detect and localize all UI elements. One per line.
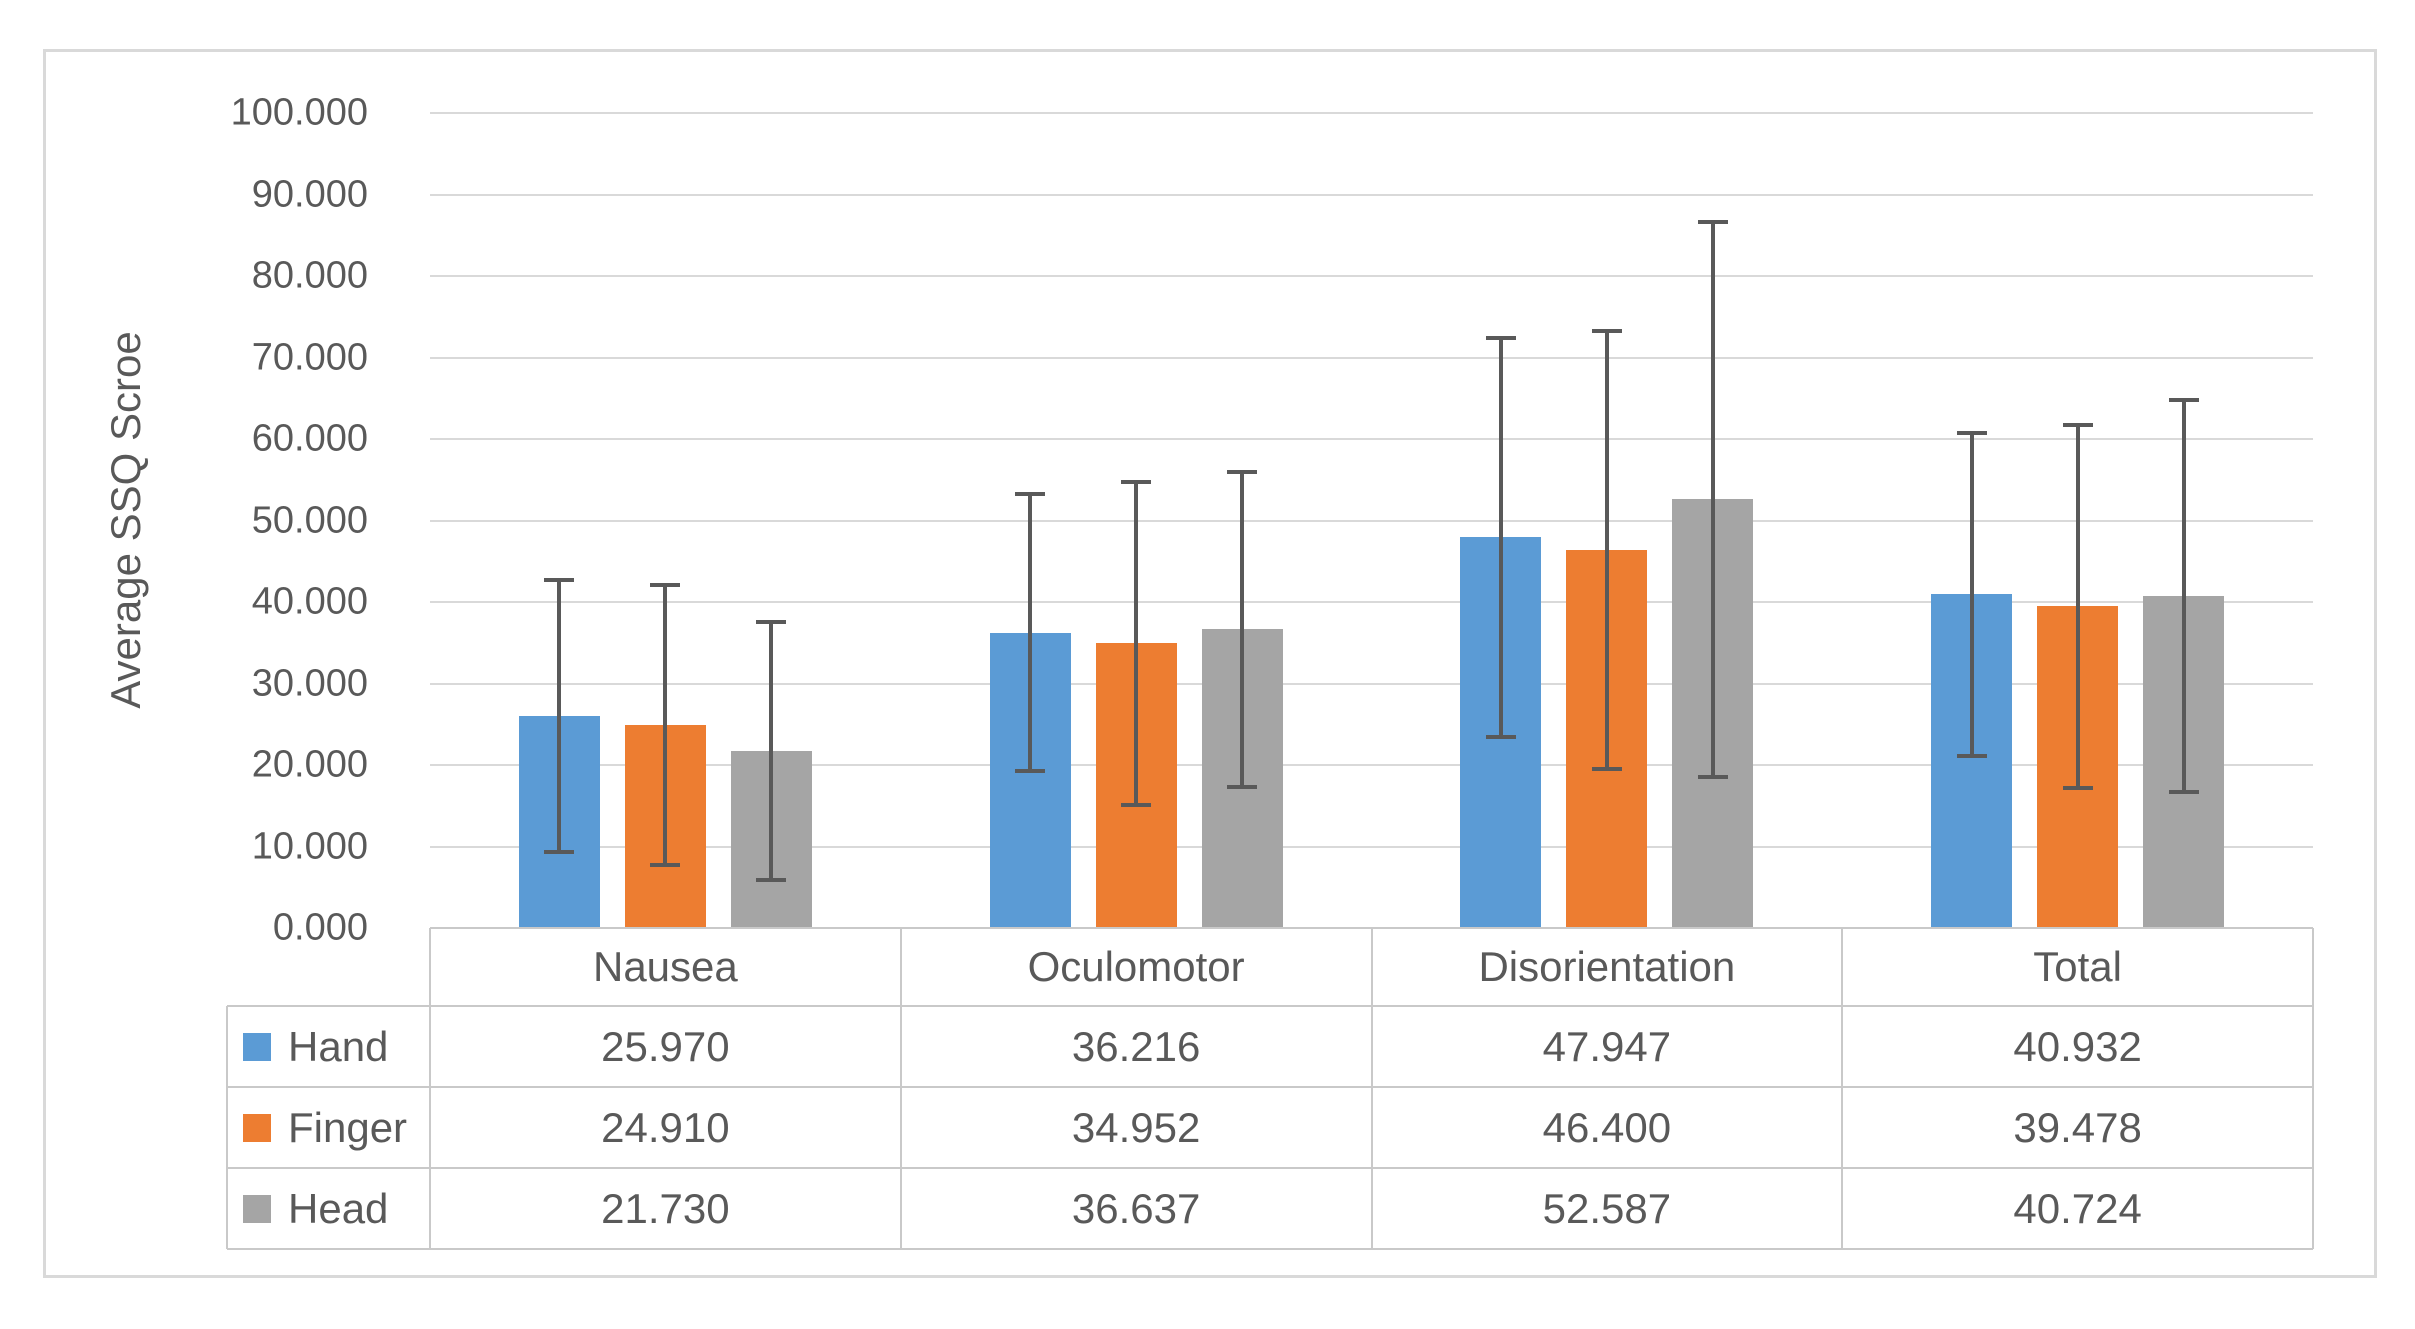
y-tick-label: 40.000 [251,580,368,623]
error-bar-head-total [2181,400,2186,792]
error-bar-head-nausea [769,622,774,880]
error-bar-hand-disorientation [1498,337,1503,737]
y-tick-label: 20.000 [251,743,368,786]
table-cell-finger-oculomotor: 34.952 [1071,1103,1201,1151]
error-bar-hand-total [1969,433,1974,756]
error-bar-head-total-bottom-cap [2168,789,2199,794]
error-bar-head-disorientation-bottom-cap [1697,775,1728,780]
error-bar-finger-disorientation [1604,330,1609,770]
table-header-oculomotor: Oculomotor [1027,943,1245,990]
table-cell-head-total: 40.724 [2013,1184,2142,1232]
table-header-disorientation: Disorientation [1478,943,1736,990]
y-gridline [430,193,2313,196]
y-gridline [430,112,2313,114]
table-border-horizontal [227,1248,2313,1250]
table-cell-hand-total: 40.932 [2013,1022,2142,1070]
error-bar-head-nausea-bottom-cap [756,877,787,882]
y-gridline [430,356,2313,359]
error-bar-hand-total-top-cap [1956,431,1987,436]
table-cell-hand-disorientation: 47.947 [1542,1022,1672,1070]
table-border-legend-left [226,1006,228,1249]
y-tick-label: 30.000 [251,662,368,704]
y-gridline [430,438,2313,440]
table-border-vertical [899,928,902,1249]
y-gridline [430,519,2313,522]
table-cell-head-nausea: 21.730 [601,1184,730,1232]
error-bar-finger-disorientation-top-cap [1591,328,1622,333]
error-bar-hand-total-bottom-cap [1956,753,1987,758]
error-bar-head-disorientation [1710,221,1715,778]
table-border-vertical [429,928,431,1249]
y-gridline [430,601,2313,603]
table-cell-finger-nausea: 24.910 [601,1103,730,1151]
error-bar-head-total-top-cap [2168,398,2199,403]
legend-swatch-hand [243,1032,271,1061]
legend-label-finger: Finger [288,1103,408,1151]
legend-item-finger: Finger [227,1087,446,1168]
error-bar-finger-total [2075,424,2080,788]
error-bar-hand-nausea-top-cap [544,578,575,583]
error-bar-hand-disorientation-bottom-cap [1485,734,1516,739]
y-gridline [430,764,2313,766]
error-bar-finger-oculomotor-top-cap [1121,479,1152,484]
legend-item-hand: Hand [227,1006,446,1087]
table-border-horizontal [227,1005,2313,1007]
error-bar-finger-total-bottom-cap [2062,785,2093,790]
error-bar-head-oculomotor [1240,472,1245,787]
table-border-vertical [1841,928,1844,1249]
legend-swatch-finger [243,1113,271,1142]
table-cell-hand-oculomotor: 36.216 [1071,1022,1201,1070]
y-tick-label: 0.000 [272,906,368,949]
table-cell-finger-disorientation: 46.400 [1542,1103,1672,1151]
y-gridline [430,275,2313,277]
error-bar-hand-oculomotor-bottom-cap [1015,769,1046,774]
y-tick-label: 90.000 [251,173,368,215]
y-tick-label: 80.000 [251,254,368,297]
error-bar-hand-nausea-bottom-cap [544,850,575,855]
error-bar-hand-nausea [557,580,562,853]
error-bar-finger-total-top-cap [2062,422,2093,427]
y-tick-label: 50.000 [251,499,368,541]
table-border-horizontal [227,1086,2313,1088]
y-tick-label: 100.000 [230,91,368,134]
y-tick-label: 60.000 [251,417,368,460]
table-cell-finger-total: 39.478 [2013,1103,2142,1151]
y-tick-label: 70.000 [251,336,368,378]
table-header-total: Total [2033,943,2122,990]
error-bar-finger-oculomotor [1134,481,1139,805]
table-border-vertical [2312,928,2314,1249]
error-bar-hand-disorientation-top-cap [1485,335,1516,340]
error-bar-finger-nausea-bottom-cap [650,863,681,868]
error-bar-finger-oculomotor-bottom-cap [1121,802,1152,807]
y-gridline [430,845,2313,848]
table-border-horizontal [227,1167,2313,1169]
legend-label-head: Head [288,1184,389,1232]
error-bar-head-disorientation-top-cap [1697,219,1728,224]
error-bar-head-oculomotor-top-cap [1227,470,1258,475]
table-border-vertical [1370,928,1373,1249]
error-bar-head-oculomotor-bottom-cap [1227,784,1258,789]
legend-swatch-head [243,1194,271,1223]
error-bar-hand-oculomotor-top-cap [1015,492,1046,497]
error-bar-finger-nausea-top-cap [650,582,681,587]
table-header-nausea: Nausea [592,943,738,990]
y-tick-label: 10.000 [251,825,368,867]
legend-label-hand: Hand [288,1022,389,1070]
error-bar-finger-nausea [663,584,668,866]
table-cell-head-disorientation: 52.587 [1542,1184,1672,1232]
table-cell-head-oculomotor: 36.637 [1071,1184,1201,1232]
y-gridline [430,682,2313,685]
legend-item-head: Head [227,1168,446,1249]
error-bar-hand-oculomotor [1028,494,1033,772]
table-cell-hand-nausea: 25.970 [601,1022,730,1070]
error-bar-head-nausea-top-cap [756,620,787,625]
error-bar-finger-disorientation-bottom-cap [1591,767,1622,772]
